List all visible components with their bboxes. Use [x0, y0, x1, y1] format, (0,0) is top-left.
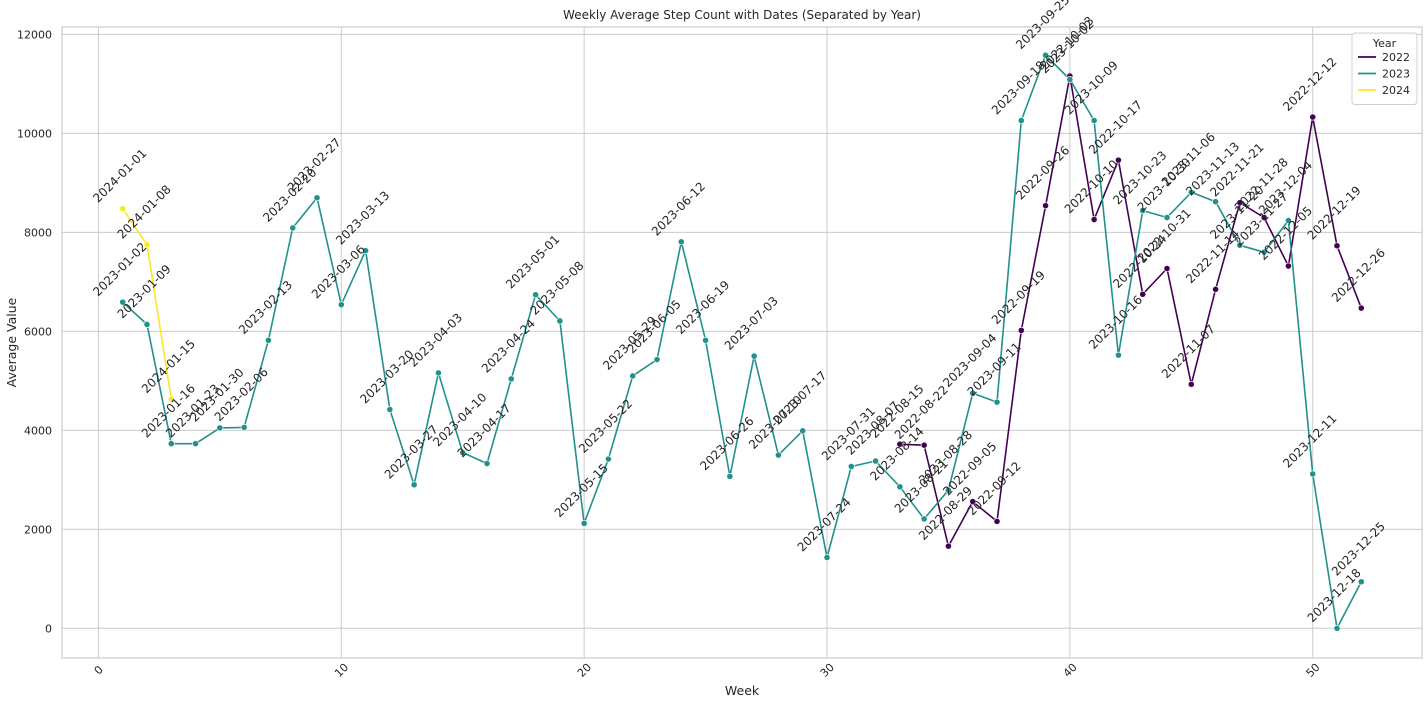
- data-point-2022: [896, 440, 904, 448]
- y-tick-label: 2000: [24, 523, 52, 536]
- y-tick-label: 8000: [24, 226, 52, 239]
- data-point-2023: [1017, 117, 1025, 124]
- data-point-2023: [119, 298, 127, 306]
- series-line-2022: [899, 75, 1363, 547]
- data-point-2023: [362, 247, 369, 255]
- data-point-2023: [823, 554, 831, 561]
- x-axis-label: Week: [725, 683, 760, 698]
- data-point-2023: [1042, 51, 1049, 59]
- data-point-2022: [945, 542, 952, 550]
- data-point-2024: [143, 241, 151, 249]
- data-point-2022: [1090, 216, 1098, 223]
- data-point-2022: [1115, 156, 1122, 164]
- data-point-2023: [313, 194, 321, 202]
- data-point-2023: [993, 398, 1001, 406]
- data-point-2023: [216, 424, 224, 432]
- data-point-2023: [1212, 198, 1219, 206]
- data-point-2023: [629, 372, 637, 380]
- data-point-2023: [532, 291, 539, 299]
- series-line-2023: [122, 54, 1363, 630]
- data-point-2023: [677, 238, 685, 246]
- data-point-2022: [1260, 214, 1268, 221]
- legend-label-2024: 2024: [1382, 84, 1410, 97]
- data-point-2023: [726, 472, 734, 480]
- data-point-2022: [1333, 242, 1341, 250]
- data-point-2023: [265, 336, 272, 344]
- data-point-2023: [507, 375, 515, 383]
- data-point-2022: [920, 441, 928, 449]
- legend-title: Year: [1372, 37, 1397, 50]
- y-axis-label: Average Value: [4, 297, 19, 387]
- data-point-2023: [653, 356, 661, 363]
- data-point-2023: [605, 455, 612, 463]
- data-point-2024: [167, 395, 175, 403]
- data-point-2023: [192, 440, 199, 448]
- data-point-2024: [119, 205, 127, 213]
- data-point-2022: [1163, 265, 1171, 272]
- data-point-2023: [1187, 188, 1195, 196]
- data-point-2023: [1309, 470, 1317, 478]
- data-point-2023: [459, 449, 467, 457]
- data-point-2023: [410, 481, 418, 489]
- data-point-2023: [872, 457, 879, 465]
- data-point-2022: [1017, 326, 1025, 334]
- data-point-2022: [1139, 290, 1147, 298]
- data-point-2023: [337, 301, 345, 309]
- data-point-2023: [1333, 624, 1341, 632]
- data-point-2023: [920, 515, 928, 523]
- plot-frame: [61, 26, 1423, 659]
- legend-label-2023: 2023: [1382, 68, 1410, 81]
- data-point-2023: [1357, 578, 1365, 586]
- data-point-2023: [1236, 241, 1244, 249]
- data-point-2023: [1115, 351, 1122, 359]
- data-point-2023: [775, 451, 782, 459]
- legend-entries: 2022 2023 2024: [1358, 51, 1410, 97]
- data-point-2023: [847, 463, 855, 470]
- series-points: [119, 51, 1365, 632]
- data-point-2023: [1139, 207, 1147, 215]
- data-point-2022: [1357, 304, 1365, 312]
- data-point-2023: [750, 352, 758, 360]
- y-tick-label: 0: [45, 622, 52, 635]
- y-tick-label: 4000: [24, 424, 52, 437]
- data-point-2022: [993, 518, 1001, 525]
- y-tick-label: 10000: [17, 127, 52, 140]
- data-point-2023: [1163, 214, 1171, 221]
- data-point-2023: [1066, 76, 1074, 83]
- data-point-2023: [945, 486, 952, 494]
- data-point-2023: [1285, 217, 1292, 224]
- y-tick-label: 6000: [24, 325, 52, 338]
- legend-box: [1351, 32, 1418, 105]
- data-point-2023: [1090, 117, 1098, 124]
- data-point-2023: [799, 427, 807, 435]
- data-point-2023: [896, 483, 904, 491]
- data-point-2023: [386, 406, 394, 413]
- data-point-2023: [289, 224, 297, 232]
- data-point-2023: [1260, 248, 1268, 256]
- y-tick-label: 12000: [17, 28, 52, 41]
- legend-label-2022: 2022: [1382, 51, 1410, 64]
- data-point-2022: [1042, 202, 1049, 210]
- data-point-2023: [702, 336, 709, 344]
- data-point-2023: [167, 440, 175, 448]
- data-point-2023: [969, 389, 977, 397]
- data-point-2022: [1309, 113, 1317, 121]
- data-point-2022: [1187, 380, 1195, 388]
- data-point-2023: [435, 369, 442, 377]
- chart-title: Weekly Average Step Count with Dates (Se…: [563, 8, 921, 22]
- data-point-2022: [1236, 199, 1244, 207]
- grid: [62, 27, 1422, 658]
- data-point-2023: [240, 423, 248, 431]
- data-point-2023: [483, 460, 491, 467]
- data-point-2022: [1212, 285, 1219, 293]
- data-point-2023: [143, 321, 151, 328]
- legend: Year 2022 2023 2024: [1351, 32, 1418, 105]
- data-point-2023: [556, 317, 564, 325]
- data-point-2023: [580, 519, 588, 527]
- data-point-2022: [1285, 262, 1292, 270]
- data-point-2022: [969, 498, 977, 506]
